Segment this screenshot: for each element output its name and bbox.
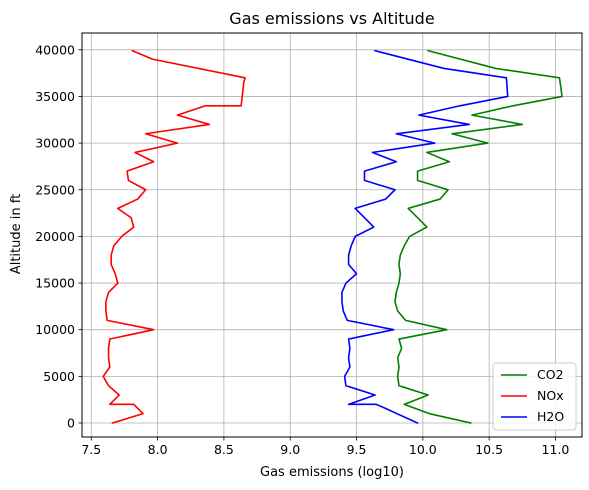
axis-ticks: 7.5 8.0 8.5 9.0 9.5 10.0 10.5 11.0 0 5000 10000 150… [35, 42, 569, 457]
y-tick-label: 25000 [35, 182, 75, 197]
plot-frame [81, 32, 583, 438]
x-tick-label: 8.0 [148, 442, 168, 457]
series-lines [102, 49, 563, 425]
legend-label-h2o: H2O [537, 409, 564, 424]
series-line-nox [102, 49, 246, 424]
x-tick-label: 10.5 [475, 442, 503, 457]
legend-box [492, 362, 577, 431]
x-tick-label: 10.0 [409, 442, 437, 457]
x-tick-label: 9.0 [280, 442, 300, 457]
y-tick-label: 10000 [35, 322, 75, 337]
x-tick-label: 11.0 [542, 442, 570, 457]
legend: CO2 NOx H2O [492, 362, 577, 431]
legend-label-nox: NOx [537, 388, 564, 403]
x-tick-label: 9.5 [347, 442, 367, 457]
chart-title: Gas emissions vs Altitude [229, 9, 434, 28]
y-tick-label: 30000 [35, 136, 75, 151]
series-line-co2 [394, 49, 563, 424]
x-tick-label: 8.5 [214, 442, 234, 457]
x-axis-label: Gas emissions (log10) [260, 465, 404, 480]
y-tick-label: 5000 [43, 369, 75, 384]
y-tick-label: 20000 [35, 229, 75, 244]
legend-label-co2: CO2 [537, 367, 564, 382]
y-tick-label: 0 [67, 416, 75, 431]
y-tick-label: 40000 [35, 42, 75, 57]
y-tick-label: 35000 [35, 89, 75, 104]
y-axis-label: Altitude in ft [9, 194, 24, 274]
series-line-h2o [341, 49, 509, 425]
x-tick-label: 7.5 [81, 442, 101, 457]
y-tick-label: 15000 [35, 276, 75, 291]
